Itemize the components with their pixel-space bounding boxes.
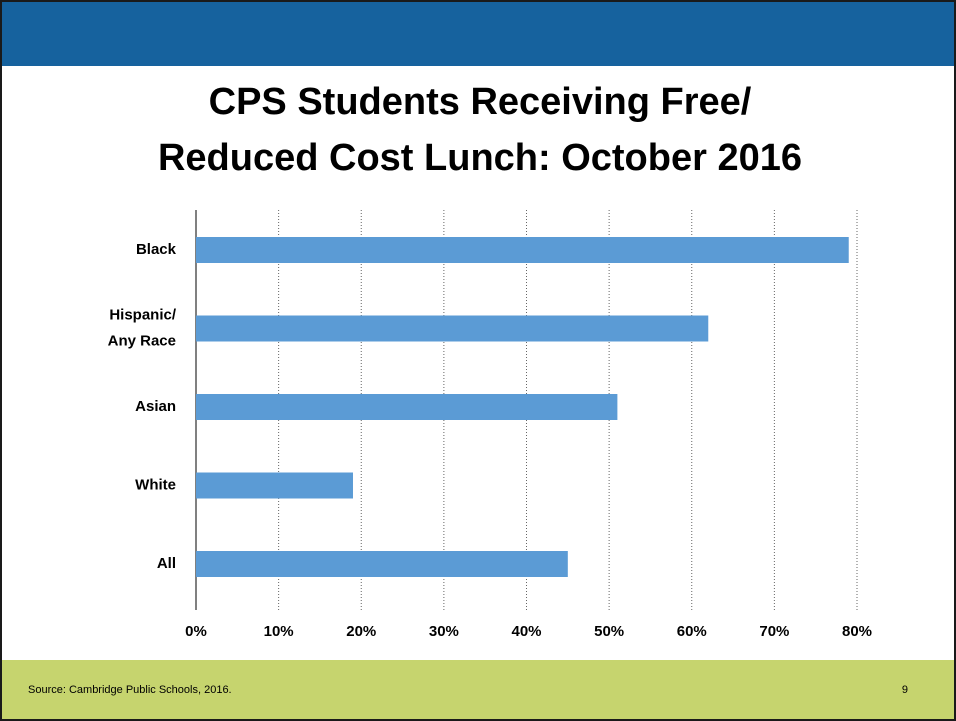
source-note: Source: Cambridge Public Schools, 2016. bbox=[28, 684, 232, 696]
y-tick-label: Hispanic/Any Race bbox=[108, 306, 177, 349]
y-tick-label: Asian bbox=[135, 398, 176, 415]
x-tick-label: 70% bbox=[759, 623, 789, 640]
chart-title: CPS Students Receiving Free/Reduced Cost… bbox=[158, 81, 802, 179]
footer-band bbox=[0, 660, 956, 721]
header-band bbox=[0, 0, 956, 66]
bar bbox=[196, 472, 353, 499]
y-tick-label: Black bbox=[136, 241, 177, 258]
x-tick-label: 10% bbox=[264, 623, 294, 640]
x-tick-label: 30% bbox=[429, 623, 459, 640]
bar bbox=[196, 394, 618, 420]
y-tick-label: White bbox=[135, 476, 176, 493]
x-tick-label: 0% bbox=[185, 623, 207, 640]
x-tick-label: 60% bbox=[677, 623, 707, 640]
x-tick-label: 80% bbox=[842, 623, 872, 640]
y-tick-label: All bbox=[157, 555, 176, 572]
page-number: 9 bbox=[902, 684, 908, 696]
x-tick-label: 50% bbox=[594, 623, 624, 640]
bar bbox=[196, 315, 709, 342]
bar bbox=[196, 237, 849, 263]
x-tick-label: 40% bbox=[511, 623, 541, 640]
x-tick-label: 20% bbox=[346, 623, 376, 640]
bar bbox=[196, 551, 568, 577]
